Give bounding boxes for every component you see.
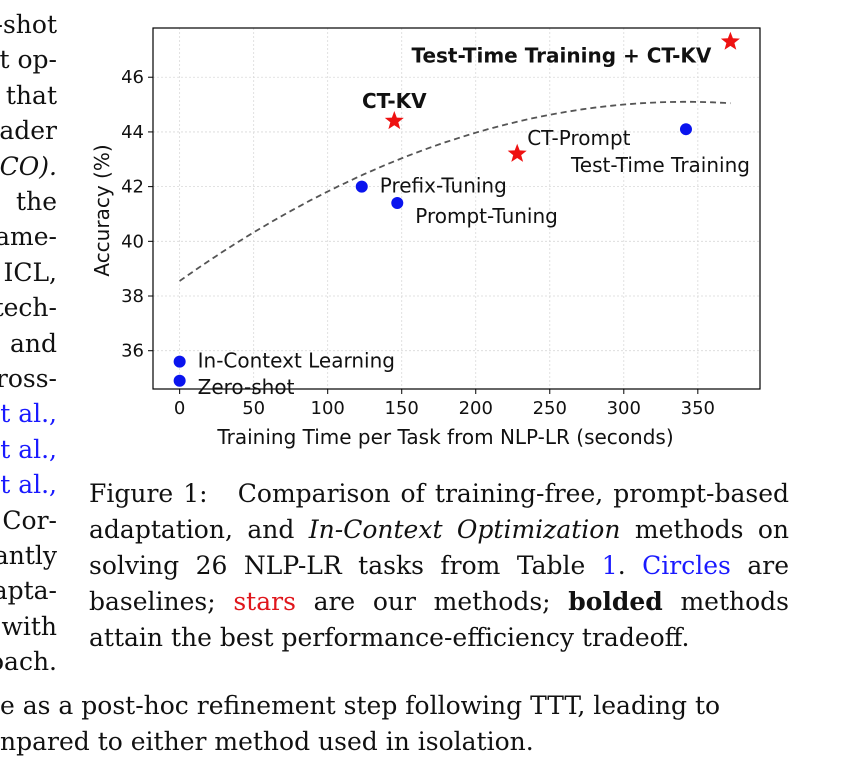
caption-text-5: are our methods; [313,587,551,616]
left-text-line: CO). [0,151,57,181]
left-text-line: apta- [0,576,57,606]
caption-circles: Circles [642,551,731,580]
x-tick-label: 350 [681,398,715,419]
star-marker-ct-prompt [507,143,527,162]
figure-1: 0 50 100 150 200 250 300 350 36 38 40 42 44 46 Trainin… [80,10,770,460]
y-tick-label: 42 [121,177,144,198]
caption-text-1: Comparison of training-free, prompt-base… [89,479,790,544]
left-text-line: ICL, [3,257,57,287]
point-label-test-time-training: Test-Time Training [570,153,750,177]
x-tick-label: 100 [311,398,345,419]
circle-marker-prompt-tuning [391,197,404,210]
star-marker-test-time-training-ct-kv [720,31,740,50]
point-label-in-context-learning: In-Context Learning [198,349,395,373]
point-label-prefix-tuning: Prefix-Tuning [380,174,507,198]
left-text-line: t al., [0,399,57,429]
caption-text-3: . [617,551,626,580]
x-axis-label: Training Time per Task from NLP-LR (seco… [216,425,673,449]
caption-text-6: methods attain the best performance-effi… [89,587,789,652]
plot-frame [152,27,761,390]
left-text-line: Cor- [2,505,57,535]
scatter-chart: 0 50 100 150 200 250 300 350 36 38 40 42 44 46 Trainin… [90,27,761,449]
left-text-line: with [1,611,57,641]
table-reference-link[interactable]: 1 [601,551,618,580]
caption-text-2: methods on solving 26 NLP-LR tasks from … [89,515,789,580]
left-text-line: and [9,328,57,358]
y-tick-label: 36 [121,341,144,362]
circle-marker-prefix-tuning [355,180,368,193]
caption-bolded: bolded [568,587,663,616]
caption-text-4: are baselines; [89,551,790,616]
left-text-line: t op- [0,45,57,75]
left-text-line: t al., [0,434,57,464]
left-text-line: ross- [0,364,57,393]
left-text-line: t al., [0,470,57,500]
left-text-line: ame- [0,222,57,252]
left-text-line: antly [0,541,57,570]
x-tick-label: 0 [174,398,185,419]
x-tick-label: 50 [242,398,265,419]
left-text-line: tech- [0,293,57,323]
star-marker-ct-kv [384,111,404,130]
left-text-line: the [16,187,57,216]
circle-marker-test-time-training [679,123,692,136]
x-tick-label: 300 [607,398,641,419]
figure-caption: Figure 1: Comparison of training-free, p… [89,476,789,656]
body-text-line-2: npared to either method used in isolatio… [0,727,534,756]
x-tick-label: 150 [385,398,419,419]
point-label-test-time-training-ct-kv: Test-Time Training + CT-KV [411,44,711,68]
circle-marker-zero-shot [173,374,186,387]
y-tick-label: 44 [121,122,144,143]
caption-stars: stars [233,587,296,616]
body-text-line-1: e as a post-hoc refinement step followin… [0,691,721,720]
left-text-line: oach. [0,647,57,677]
left-text-line: ader [0,116,57,146]
point-label-ct-prompt: CT-Prompt [527,126,630,150]
y-tick-label: 46 [121,67,144,88]
point-label-ct-kv: CT-KV [362,89,427,113]
point-label-zero-shot: Zero-shot [198,375,295,399]
left-text-line: -shot [0,10,57,39]
y-tick-label: 40 [121,231,144,252]
x-tick-label: 200 [459,398,493,419]
caption-italic-method: In-Context Optimization [308,515,621,544]
circle-marker-in-context-learning [173,355,186,368]
point-label-prompt-tuning: Prompt-Tuning [415,204,558,228]
left-text-line: that [5,80,57,110]
x-tick-label: 250 [533,398,567,419]
y-axis-label: Accuracy (%) [90,144,114,276]
caption-label: Figure 1: [89,479,208,508]
trend-curve [179,100,731,282]
y-tick-label: 38 [121,286,144,307]
